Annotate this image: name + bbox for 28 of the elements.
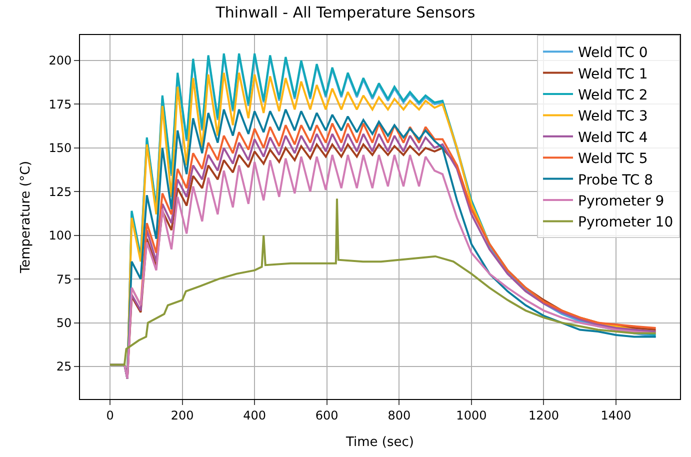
x-tick-label: 1000 xyxy=(456,408,487,422)
x-tick-label: 800 xyxy=(388,408,411,422)
x-axis-title: Time (sec) xyxy=(344,435,414,450)
y-tick-label: 175 xyxy=(48,97,72,112)
y-tick-label: 75 xyxy=(56,272,72,286)
legend-label: Weld TC 0 xyxy=(578,45,648,62)
x-tick-label: 0 xyxy=(106,408,114,422)
legend-label: Weld TC 3 xyxy=(578,108,648,125)
x-tick-label: 1400 xyxy=(600,408,632,422)
legend-label: Probe TC 8 xyxy=(578,172,654,188)
chart-title: Thinwall - All Temperature Sensors xyxy=(214,3,476,22)
x-tick-label: 400 xyxy=(243,408,266,422)
x-tick-label: 1200 xyxy=(528,408,560,422)
legend-label: Weld TC 2 xyxy=(578,87,648,104)
y-tick-label: 100 xyxy=(48,228,72,243)
legend-label: Pyrometer 10 xyxy=(578,214,674,231)
y-tick-label: 50 xyxy=(56,316,72,330)
y-tick-label: 150 xyxy=(48,141,72,156)
legend-label: Pyrometer 9 xyxy=(578,193,664,210)
legend-label: Weld TC 1 xyxy=(578,66,648,82)
x-tick-label: 600 xyxy=(315,408,338,422)
y-axis-title: Temperature (°C) xyxy=(18,160,34,274)
y-tick-label: 125 xyxy=(48,184,72,199)
y-tick-label: 200 xyxy=(48,54,72,68)
x-tick-label: 200 xyxy=(170,408,194,422)
y-tick-label: 25 xyxy=(56,360,72,374)
legend-label: Weld TC 4 xyxy=(578,130,648,146)
legend-label: Weld TC 5 xyxy=(578,151,648,168)
